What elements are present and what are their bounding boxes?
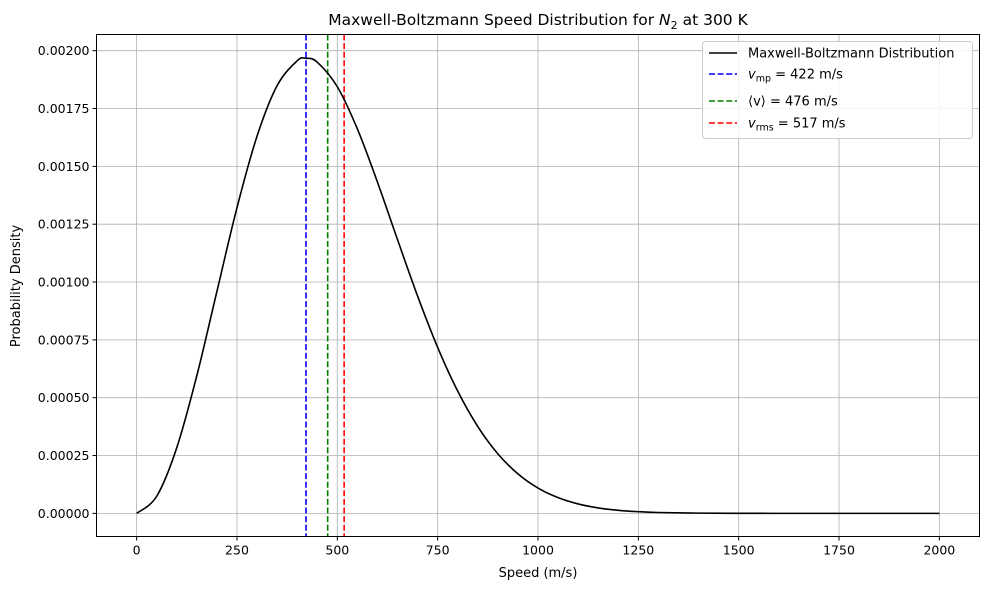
- x-tick-label: 1000: [522, 543, 554, 558]
- x-tick-label: 1750: [823, 543, 855, 558]
- legend: Maxwell-Boltzmann Distribution vmp = 422 …: [702, 41, 973, 139]
- legend-label: Maxwell-Boltzmann Distribution: [748, 47, 954, 62]
- x-tick-label: 1250: [622, 543, 654, 558]
- legend-label: ⟨v⟩ = 476 m/s: [748, 95, 838, 110]
- series-line-maxwell-boltzmann: [136, 56, 940, 515]
- y-axis-label: Probability Density: [9, 225, 24, 348]
- y-ticks: 0.00000 0.00025 0.00050 0.00075 0.00100 0.001…: [38, 43, 97, 521]
- x-tick-label: 0: [133, 543, 141, 558]
- x-tick-label: 250: [225, 543, 249, 558]
- y-tick-label: 0.00175: [38, 101, 90, 116]
- x-axis-label: Speed (m/s): [499, 566, 578, 581]
- series-layer: [136, 56, 940, 515]
- x-tick-label: 1500: [723, 543, 755, 558]
- chart-title: Maxwell-Boltzmann Speed Distribution for…: [328, 11, 748, 32]
- x-tick-label: 500: [325, 543, 349, 558]
- legend-box: [702, 41, 973, 139]
- y-tick-label: 0.00075: [38, 332, 90, 347]
- legend-label: vrms = 517 m/s: [748, 117, 846, 134]
- y-tick-label: 0.00200: [38, 43, 90, 58]
- x-tick-label: 750: [426, 543, 450, 558]
- grid: [96, 34, 980, 537]
- x-tick-label: 2000: [923, 543, 955, 558]
- y-tick-label: 0.00000: [38, 506, 90, 521]
- legend-label: vmp = 422 m/s: [748, 68, 843, 85]
- y-tick-label: 0.00125: [38, 217, 90, 232]
- y-tick-label: 0.00050: [38, 390, 90, 405]
- y-tick-label: 0.00100: [38, 275, 90, 290]
- y-tick-label: 0.00025: [38, 448, 90, 463]
- reference-lines: [305, 34, 345, 537]
- y-tick-label: 0.00150: [38, 159, 90, 174]
- x-ticks: 0 250 500 750 1000 1250 1500 1750 2000: [133, 536, 955, 558]
